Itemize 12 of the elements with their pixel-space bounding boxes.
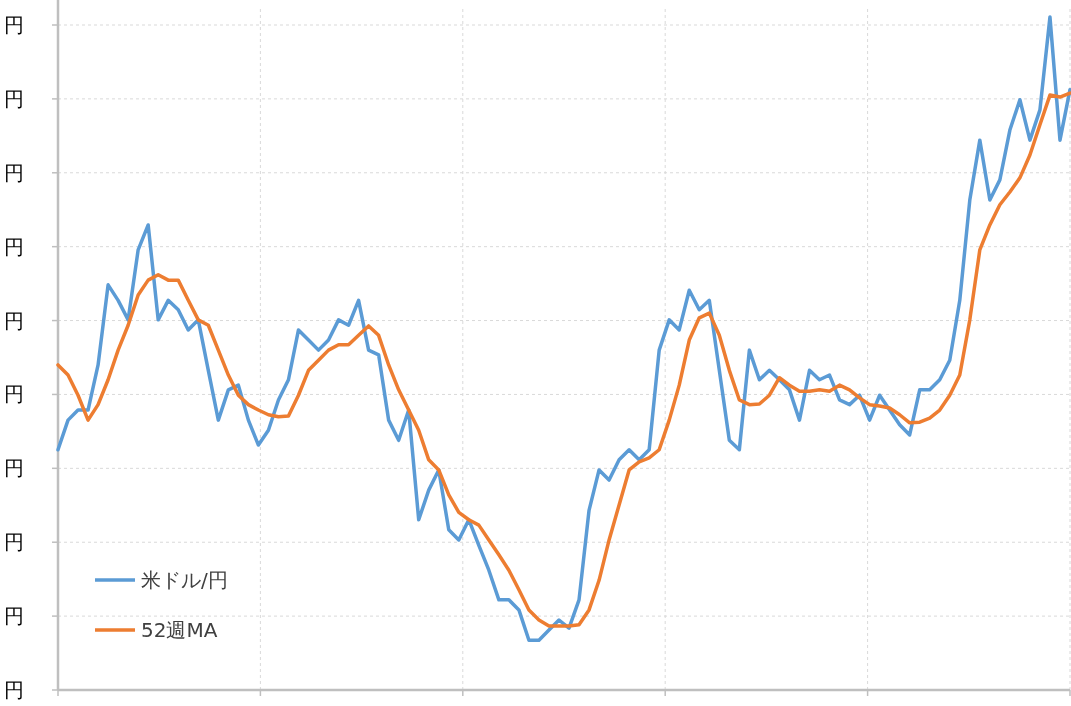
text: 円 — [4, 13, 24, 37]
text: 円 — [4, 382, 24, 407]
legend-label: 米ドル/円 — [141, 568, 228, 592]
legend-label: 52週MA — [141, 618, 218, 642]
text: 円 — [4, 86, 24, 111]
text: 円 — [4, 678, 24, 702]
text: 円 — [4, 530, 24, 555]
text: 円 — [4, 604, 24, 629]
text: 円 — [4, 160, 24, 185]
text: 円 — [4, 456, 24, 481]
text: 円 — [4, 308, 24, 333]
text: 円 — [4, 234, 24, 259]
